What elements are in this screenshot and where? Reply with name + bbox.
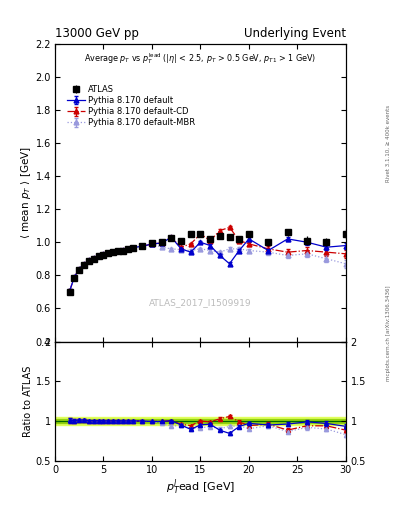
Text: 13000 GeV pp: 13000 GeV pp xyxy=(55,27,139,40)
Y-axis label: Ratio to ATLAS: Ratio to ATLAS xyxy=(23,366,33,437)
Text: Rivet 3.1.10, ≥ 400k events: Rivet 3.1.10, ≥ 400k events xyxy=(386,105,391,182)
Bar xyxy=(55,419,346,423)
Text: ATLAS_2017_I1509919: ATLAS_2017_I1509919 xyxy=(149,298,252,307)
Y-axis label: $\langle$ mean $p_T$ $\rangle$ [GeV]: $\langle$ mean $p_T$ $\rangle$ [GeV] xyxy=(18,146,33,239)
Legend: ATLAS, Pythia 8.170 default, Pythia 8.170 default-CD, Pythia 8.170 default-MBR: ATLAS, Pythia 8.170 default, Pythia 8.17… xyxy=(65,83,197,129)
X-axis label: $p_T^l$ead [GeV]: $p_T^l$ead [GeV] xyxy=(166,478,235,497)
Text: mcplots.cern.ch [arXiv:1306.3436]: mcplots.cern.ch [arXiv:1306.3436] xyxy=(386,285,391,380)
Text: Average $p_T$ vs $p_T^{\rm lead}$ ($|\eta|$ < 2.5, $p_T$ > 0.5 GeV, $p_{T1}$ > 1: Average $p_T$ vs $p_T^{\rm lead}$ ($|\et… xyxy=(84,51,316,66)
Bar xyxy=(55,417,346,425)
Text: Underlying Event: Underlying Event xyxy=(244,27,346,40)
